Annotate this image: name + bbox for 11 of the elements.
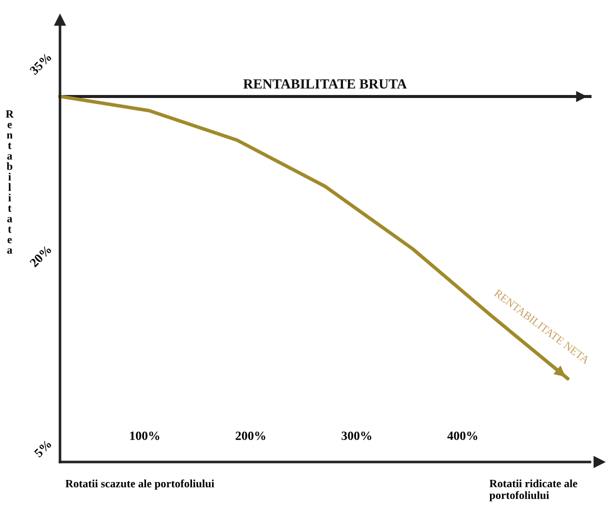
- y-tick-label: 35%: [29, 52, 52, 76]
- x-tick-label: 300%: [342, 432, 372, 440]
- ref-line-label: RENTABILITATE BRUTA: [243, 79, 407, 89]
- x-tick-label: 100%: [130, 432, 160, 440]
- text: Rotatii ridicate ale portofoliului: [489, 479, 578, 502]
- y-tick-label: 20%: [29, 245, 52, 268]
- text: Rentabilitatea: [6, 110, 14, 254]
- x-tick-label: 400%: [447, 432, 478, 440]
- x-tick-label: 200%: [236, 432, 266, 440]
- y-tick-label: 5%: [34, 440, 52, 458]
- text: Rotatii scazute ale portofoliului: [65, 479, 214, 490]
